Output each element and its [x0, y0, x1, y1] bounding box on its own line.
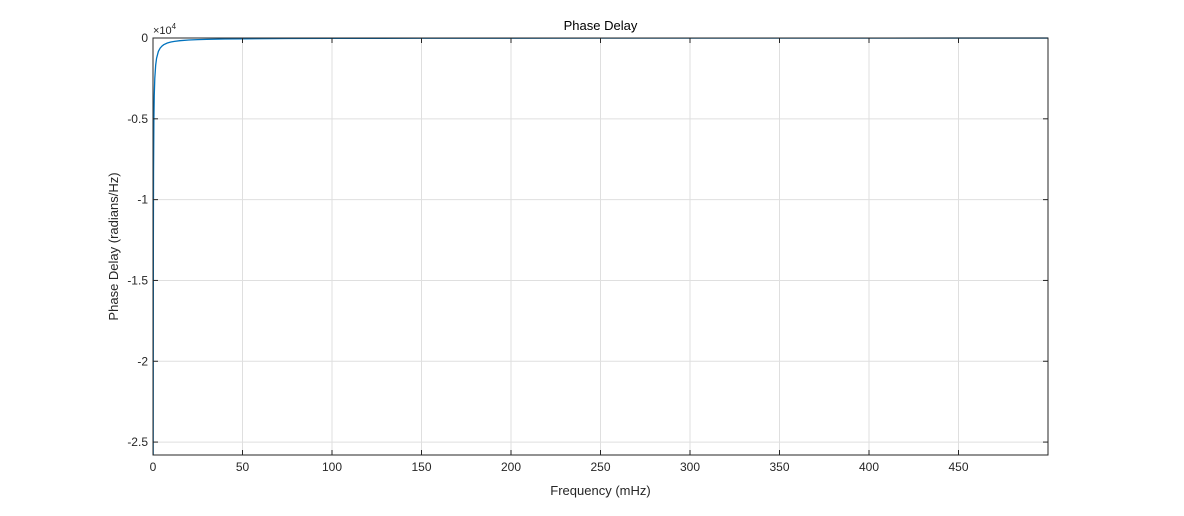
- y-tick-label: 0: [141, 31, 148, 45]
- chart-title: Phase Delay: [564, 18, 638, 33]
- x-axis-title: Frequency (mHz): [550, 483, 650, 498]
- y-tick-label: -1: [137, 193, 148, 207]
- y-tick-label: -2: [137, 354, 148, 368]
- y-exponent-power: 4: [172, 22, 177, 31]
- x-tick-label: 400: [859, 460, 879, 474]
- y-tick-label: -0.5: [127, 112, 148, 126]
- y-tick-label: -1.5: [127, 273, 148, 287]
- x-tick-label: 100: [322, 460, 342, 474]
- tick-layer: 0 50 100 150 200 250 300 350 400 450 0 -0.5 -1 -1.5 -2…: [127, 31, 1048, 474]
- x-tick-label: 0: [150, 460, 157, 474]
- x-tick-label: 250: [590, 460, 610, 474]
- y-exponent-label: ×104: [153, 22, 177, 37]
- x-tick-label: 450: [948, 460, 968, 474]
- y-exponent-base: ×10: [153, 25, 172, 37]
- x-tick-label: 300: [680, 460, 700, 474]
- x-tick-label: 150: [411, 460, 431, 474]
- y-tick-label: -2.5: [127, 435, 148, 449]
- x-tick-label: 200: [501, 460, 521, 474]
- y-axis-title: Phase Delay (radians/Hz): [106, 172, 121, 320]
- grid-layer: [152, 37, 1048, 455]
- x-tick-label: 350: [769, 460, 789, 474]
- x-tick-label: 50: [236, 460, 250, 474]
